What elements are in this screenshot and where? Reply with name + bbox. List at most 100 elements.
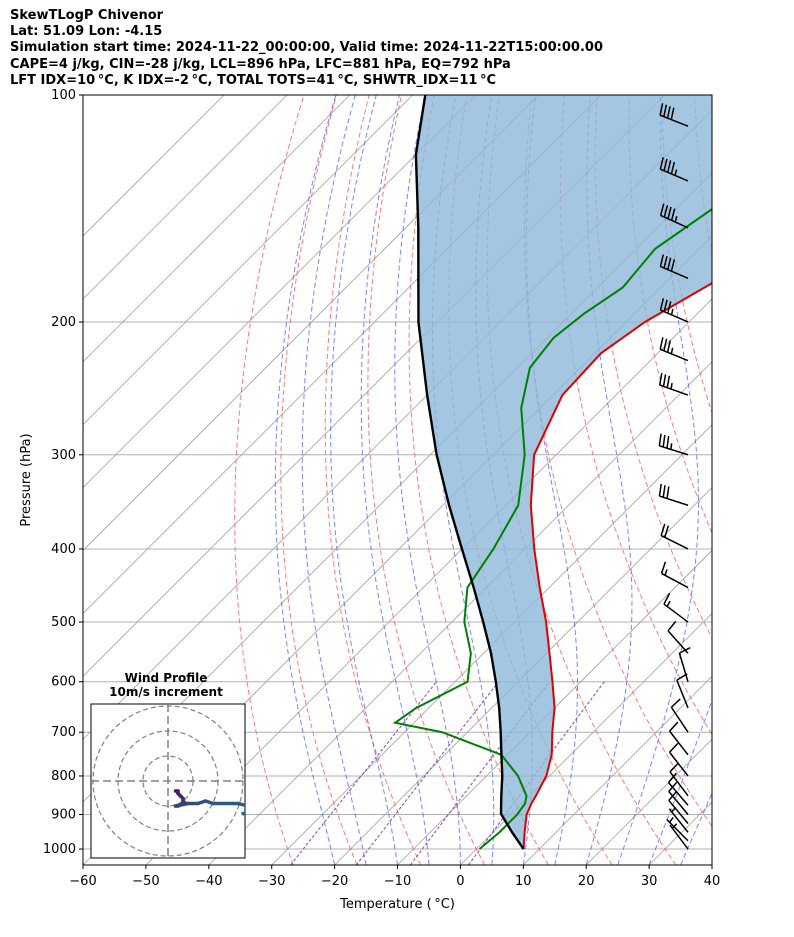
mixing-ratio-line <box>468 681 605 865</box>
hodograph-segment <box>248 806 253 811</box>
wind-barb-staff <box>668 799 689 824</box>
wind-barb-full <box>669 721 679 732</box>
wind-barb-staff <box>668 751 689 777</box>
wind-barb-full <box>658 372 663 386</box>
y-tick-label: 800 <box>51 769 76 784</box>
wind-barb-half <box>670 382 673 390</box>
dry-adiabat <box>760 95 794 865</box>
wind-barb-full <box>660 523 666 536</box>
wind-barb-full <box>662 485 666 498</box>
x-tick-label: 40 <box>704 874 721 889</box>
dewpoint-line <box>392 207 712 850</box>
x-tick-label: 0 <box>456 874 464 889</box>
wind-barb <box>658 372 689 396</box>
wind-barb <box>660 561 689 589</box>
isotherm-line <box>83 95 288 300</box>
hodograph-segment <box>263 819 268 824</box>
wind-barb-full <box>666 436 670 449</box>
moist-adiabat <box>360 95 430 865</box>
wind-barb-full <box>659 157 664 170</box>
x-tick-label: 30 <box>641 874 658 889</box>
x-axis-label: Temperature ( °C) <box>339 897 455 912</box>
wind-barb-full <box>669 742 679 753</box>
wind-barb-full <box>667 257 672 270</box>
moist-adiabat <box>585 95 633 865</box>
wind-barb-full <box>663 338 668 351</box>
wind-barb-staff <box>659 495 689 506</box>
wind-barb-staff <box>660 309 689 323</box>
wind-barb-staff <box>661 572 689 589</box>
isotherm-line <box>271 424 712 865</box>
wind-barb-staff <box>659 384 689 396</box>
wind-barb-staff <box>669 824 689 850</box>
wind-barb <box>658 483 689 506</box>
wind-barb-staff <box>666 818 689 842</box>
wind-barb <box>663 592 689 623</box>
wind-barb-full <box>659 254 665 267</box>
dry-adiabat <box>661 95 712 415</box>
wind-barb-half <box>670 443 673 450</box>
y-tick-label: 900 <box>51 808 76 823</box>
wind-barb-staff <box>659 114 689 127</box>
dry-adiabat <box>234 95 305 865</box>
wind-barb-half <box>666 600 671 607</box>
wind-barb <box>666 816 689 842</box>
y-tick-label: 100 <box>51 88 76 103</box>
wind-barb-full <box>667 620 677 632</box>
cape-shading <box>415 95 712 850</box>
isotherm-line <box>83 95 351 363</box>
moist-adiabat <box>330 95 398 865</box>
wind-barb-full <box>663 104 668 117</box>
wind-barb <box>667 620 689 654</box>
wind-barb-full <box>659 298 665 311</box>
wind-barb <box>659 254 689 279</box>
wind-barb-half <box>664 569 668 576</box>
hodograph-segment <box>236 801 245 808</box>
wind-barb-half <box>674 169 678 176</box>
wind-barb-full <box>659 337 664 350</box>
moist-adiabat <box>617 95 699 865</box>
moist-adiabat <box>648 698 712 865</box>
wind-barb-half <box>671 823 678 829</box>
moist-adiabat <box>301 95 367 865</box>
wind-barb-full <box>669 762 679 773</box>
wind-barb-full <box>670 208 676 221</box>
moist-adiabat <box>680 791 712 865</box>
wind-barb-full <box>660 561 667 574</box>
mixing-ratio-line <box>355 681 500 865</box>
wind-barb <box>678 646 691 682</box>
y-tick-label: 500 <box>51 615 76 630</box>
x-tick-label: −40 <box>195 874 222 889</box>
y-tick-label: 600 <box>51 675 76 690</box>
wind-barb-full <box>659 103 664 116</box>
isotherm-line <box>334 487 712 865</box>
moist-adiabat <box>274 95 337 865</box>
wind-barb-full <box>663 592 671 605</box>
wind-barb-staff <box>659 445 689 456</box>
isotherm-line <box>460 612 712 865</box>
wind-barb-full <box>662 374 667 387</box>
y-tick-label: 700 <box>51 725 76 740</box>
wind-barb <box>659 203 689 229</box>
wind-barb-full <box>666 340 672 353</box>
wind-barb <box>660 523 689 550</box>
wind-barb-full <box>670 161 676 175</box>
wind-barb <box>669 823 689 850</box>
wind-barb <box>670 698 689 733</box>
isotherm-line <box>711 864 712 865</box>
inset-plot <box>91 704 268 858</box>
hodograph-segment <box>248 811 253 814</box>
wind-barb-staff <box>670 706 689 733</box>
wind-barb <box>659 103 689 127</box>
wind-barb-staff <box>660 534 689 550</box>
dry-adiabat <box>280 95 358 865</box>
isotherm-line <box>523 675 712 865</box>
wind-barb-full <box>666 486 670 499</box>
wind-barb-full <box>659 203 665 216</box>
wind-barb-staff <box>668 730 689 756</box>
header-title: SkewTLogP Chivenor <box>10 8 164 23</box>
wind-barb-staff <box>678 652 689 682</box>
inset-title: Wind Profile <box>125 671 208 685</box>
wind-barb-full <box>663 205 669 218</box>
